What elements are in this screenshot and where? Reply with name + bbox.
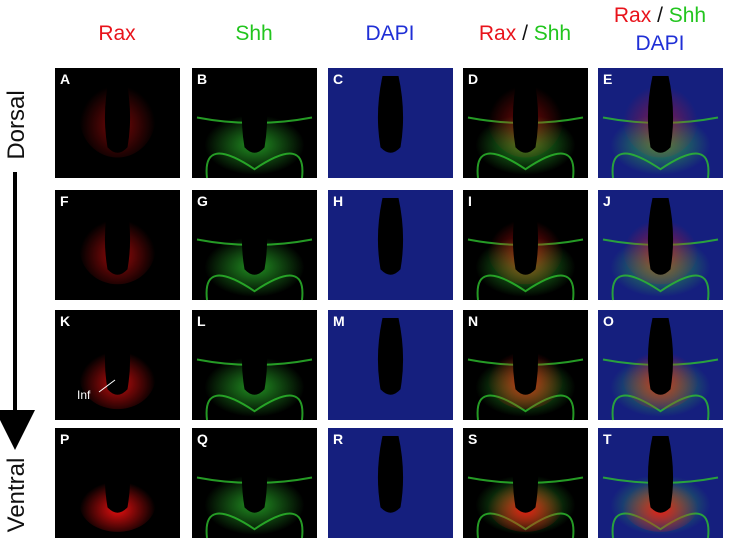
column-header: Rax bbox=[98, 22, 136, 45]
panel-letter: P bbox=[60, 431, 69, 447]
panel: I bbox=[463, 190, 588, 301]
panel-letter: R bbox=[333, 431, 343, 447]
panel: C bbox=[328, 68, 453, 178]
panel: G bbox=[192, 190, 317, 301]
panel: M bbox=[328, 310, 453, 420]
panel: E bbox=[598, 68, 723, 179]
panel: N bbox=[463, 310, 588, 421]
ventricle bbox=[647, 436, 674, 513]
column-header: Shh bbox=[235, 22, 272, 45]
panel-letter: Q bbox=[197, 431, 208, 447]
panel: K bbox=[55, 310, 180, 420]
panel: T bbox=[598, 428, 723, 539]
panel: B bbox=[192, 68, 317, 179]
ventricle bbox=[377, 318, 404, 395]
ventricle bbox=[241, 76, 268, 153]
panel: O bbox=[598, 310, 723, 421]
panel: S bbox=[463, 428, 588, 539]
ventricle bbox=[241, 318, 268, 395]
ventricle bbox=[241, 436, 268, 513]
panel: F bbox=[55, 190, 180, 300]
ventricle bbox=[512, 436, 539, 513]
axis-top-label: Dorsal bbox=[3, 90, 30, 159]
ventricle bbox=[647, 318, 674, 395]
panel-letter: S bbox=[468, 431, 477, 447]
panel-letter: J bbox=[603, 193, 611, 209]
panel: P bbox=[55, 428, 180, 538]
annotation-pointer bbox=[98, 379, 116, 393]
ventricle bbox=[104, 436, 131, 513]
ventricle bbox=[647, 76, 674, 153]
panel-letter: O bbox=[603, 313, 614, 329]
ventricle bbox=[104, 318, 131, 395]
column-header: Rax / Shh bbox=[479, 22, 571, 45]
header-part: Rax bbox=[479, 22, 517, 45]
panel: R bbox=[328, 428, 453, 538]
panel-letter: H bbox=[333, 193, 343, 209]
panel-letter: F bbox=[60, 193, 69, 209]
header-part: Shh bbox=[669, 4, 706, 27]
panel-letter: L bbox=[197, 313, 206, 329]
panel-letter: G bbox=[197, 193, 208, 209]
ventricle bbox=[377, 76, 404, 153]
panel-letter: I bbox=[468, 193, 472, 209]
panel-letter: M bbox=[333, 313, 345, 329]
panel: A bbox=[55, 68, 180, 178]
header-part: Shh bbox=[534, 22, 571, 45]
ventricle bbox=[647, 198, 674, 275]
ventricle bbox=[512, 198, 539, 275]
panel-letter: K bbox=[60, 313, 70, 329]
panel-letter: C bbox=[333, 71, 343, 87]
panel-letter: D bbox=[468, 71, 478, 87]
panel-letter: A bbox=[60, 71, 70, 87]
ventricle bbox=[104, 76, 131, 153]
panel-letter: E bbox=[603, 71, 612, 87]
panel-letter: N bbox=[468, 313, 478, 329]
column-header: Rax / Shh bbox=[614, 4, 706, 27]
header-part: / bbox=[522, 22, 528, 45]
ventricle bbox=[241, 198, 268, 275]
panel-letter: B bbox=[197, 71, 207, 87]
panel: L bbox=[192, 310, 317, 421]
panel: H bbox=[328, 190, 453, 300]
ventricle bbox=[512, 318, 539, 395]
ventricle bbox=[377, 436, 404, 513]
ventricle bbox=[377, 198, 404, 275]
panel: J bbox=[598, 190, 723, 301]
ventricle bbox=[512, 76, 539, 153]
column-header: DAPI bbox=[635, 32, 684, 55]
column-header: DAPI bbox=[365, 22, 414, 45]
header-part: Rax bbox=[614, 4, 652, 27]
header-part: / bbox=[657, 4, 663, 27]
axis-bottom-label: Ventral bbox=[3, 458, 30, 533]
annotation: Inf bbox=[77, 388, 91, 402]
ventricle bbox=[104, 198, 131, 275]
panel: Q bbox=[192, 428, 317, 539]
panel: D bbox=[463, 68, 588, 179]
panel-letter: T bbox=[603, 431, 612, 447]
